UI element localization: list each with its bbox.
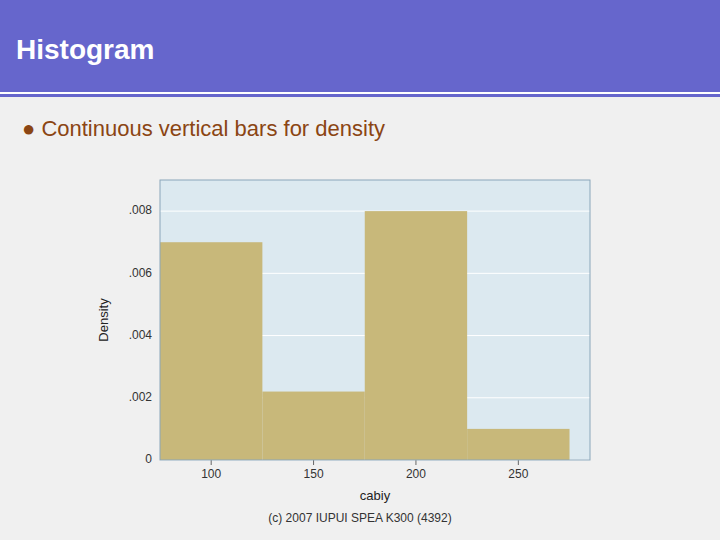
- x-tick: [518, 460, 519, 465]
- x-tick-label: 100: [201, 467, 221, 481]
- y-tick-label: 0: [145, 452, 152, 466]
- x-tick: [313, 460, 314, 465]
- x-tick-label: 250: [508, 467, 528, 481]
- x-axis-label: cabiy: [360, 488, 391, 503]
- copyright: (c) 2007 IUPUI SPEA K300 (4392): [268, 511, 451, 525]
- plot-frame: [160, 180, 590, 460]
- x-tick-label: 150: [304, 467, 324, 481]
- y-tick-label: .002: [129, 390, 153, 404]
- y-axis-label: Density: [96, 298, 111, 342]
- y-tick-label: .004: [129, 328, 153, 342]
- x-tick: [415, 460, 416, 465]
- header-rule: [0, 92, 720, 94]
- histogram-bar: [467, 429, 569, 460]
- histogram-bar: [262, 392, 364, 460]
- y-tick-label: .008: [129, 203, 153, 217]
- title: Histogram: [16, 34, 154, 65]
- histogram-bar: [365, 211, 467, 460]
- plot-background: [160, 180, 590, 460]
- bars: [160, 211, 570, 460]
- header-bar: [0, 0, 720, 97]
- histogram-bar: [160, 242, 262, 460]
- slide: Histogram ● Continuous vertical bars for …: [0, 0, 720, 540]
- bullet-text: ● Continuous vertical bars for density: [22, 116, 385, 141]
- x-tick: [211, 460, 212, 465]
- y-tick-label: .006: [129, 266, 153, 280]
- slide-background: [0, 0, 720, 540]
- x-tick-label: 200: [406, 467, 426, 481]
